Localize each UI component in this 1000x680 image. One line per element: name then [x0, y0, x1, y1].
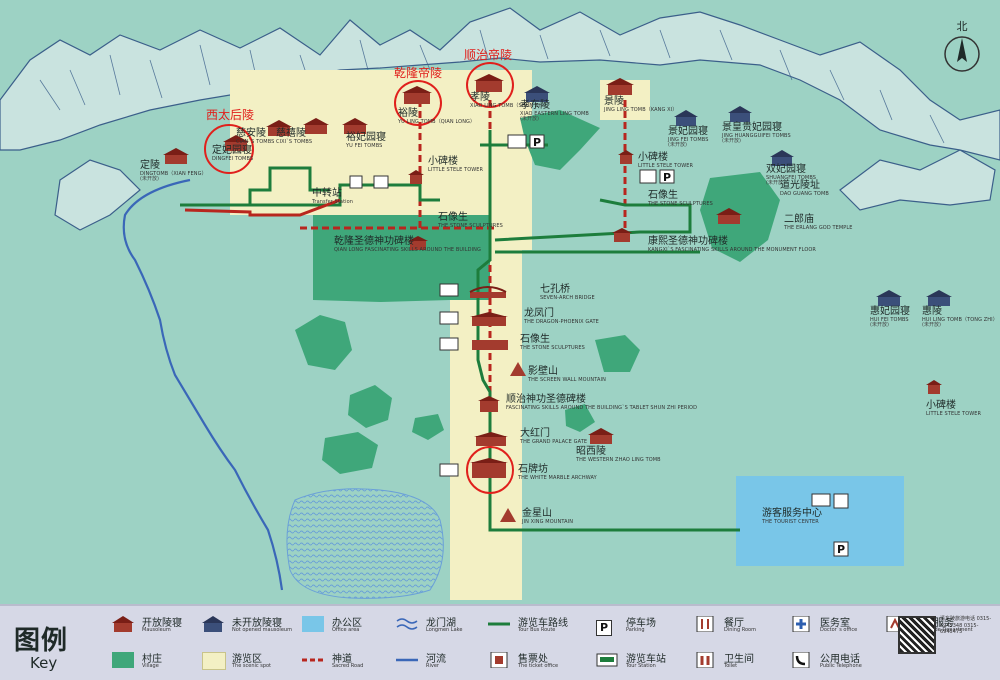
- highlight-circle-qianlong: [394, 80, 442, 126]
- west-red-route: [184, 198, 341, 217]
- north-label: 北: [956, 20, 968, 33]
- highlight-label-shunzhi: 顺治帝陵: [464, 48, 513, 62]
- lake-icon: [396, 618, 418, 630]
- place-xiaodong[interactable]: 孝东陵 XIAO EASTERN LING TOMB (未开放): [520, 100, 589, 123]
- place-dingfei[interactable]: 定妃园寝 DINGFEI TOMBS: [212, 145, 254, 162]
- place-yufei[interactable]: 裕妃园寝 YU FEI TOMBS: [346, 132, 386, 149]
- place-kangxibei[interactable]: 康熙圣德神功碑楼 KANGXI`S FASCINATING SKILLS AROU…: [648, 236, 816, 253]
- river: [122, 178, 284, 591]
- place-shuangfei[interactable]: 双妃园寝 SHUANGFEI TOMBS (未开放): [766, 164, 817, 187]
- place-cixi[interactable]: 慈禧陵 CIXI`S TOMBS: [276, 128, 313, 145]
- place-shixiang3[interactable]: 石像生 THE STONE SCULPTURES: [520, 334, 585, 351]
- place-zhaoxi[interactable]: 昭西陵 THE WESTERN ZHAO LING TOMB: [576, 446, 661, 463]
- place-daoguang[interactable]: 道光陵址 DAO GUANG TOMB: [780, 180, 829, 197]
- place-shipaifang[interactable]: 石牌坊 THE WHITE MARBLE ARCHWAY: [518, 464, 597, 481]
- highlight-circle-archway: [466, 446, 514, 494]
- green-line-icon: [488, 622, 510, 626]
- place-zhongzhuan[interactable]: 中转站 Transfer Station: [312, 188, 354, 205]
- contact-text: 清东陵旅游电话 0315-6945348 0315-6945475: [940, 616, 992, 635]
- place-xiaoling[interactable]: 孝陵 XIAO LING TOMB（SHUN ZHI）: [470, 92, 549, 109]
- map-legend: 图例 Key 开放陵寝 Mausoleum 未开放陵寝 Not opened mau…: [0, 604, 1000, 680]
- place-erlang[interactable]: 二郎庙 THE ERLANG GOD TEMPLE: [784, 214, 853, 231]
- scenic-swatch: [202, 652, 226, 670]
- parking-icon: P: [596, 616, 618, 636]
- place-qianlongbei[interactable]: 乾隆圣德神功碑楼 QIAN LONG FASCINATING SKILLS ARO…: [334, 236, 481, 253]
- facility-icons: P P P: [349, 134, 849, 557]
- highlight-circle-xitaihou: [204, 124, 254, 174]
- red-dash-icon: [302, 658, 324, 662]
- place-longfeng[interactable]: 龙凤门 THE DRAGON-PHOENIX GATE: [524, 308, 599, 325]
- place-xiaobei3[interactable]: 小碑楼 LITTLE STELE TOWER: [926, 400, 982, 417]
- place-fuwu[interactable]: 游客服务中心 THE TOURIST CENTER: [762, 508, 822, 525]
- svg-text:P: P: [533, 136, 541, 149]
- toilet-icon: [696, 652, 714, 668]
- highlight-label-qianlong: 乾隆帝陵: [394, 66, 443, 80]
- longmen-lake: [286, 488, 444, 599]
- place-xiaobei1[interactable]: 小碑楼 LITTLE STELE TOWER: [428, 156, 484, 173]
- svg-text:P: P: [663, 171, 671, 184]
- mountain-range: [0, 7, 1000, 231]
- place-jingling[interactable]: 景陵 JING LING TOMB（KANG XI）: [604, 96, 678, 113]
- highlight-label-xitaihou: 西太后陵: [206, 108, 255, 122]
- river-line-icon: [396, 658, 418, 662]
- highlight-circle-shunzhi: [466, 62, 514, 108]
- compass-icon: [944, 36, 980, 72]
- place-shixiang2[interactable]: 石像生 THE STONE SCULPTURES: [648, 190, 713, 207]
- office-swatch: [302, 616, 324, 632]
- place-huifei[interactable]: 惠妃园寝 HUI FEI TOMBS (未开放): [870, 306, 910, 329]
- place-jingfei[interactable]: 景妃园寝 JING FEI TOMBS (未开放): [668, 126, 709, 149]
- svg-text:P: P: [837, 543, 845, 556]
- legend-key-label: Key: [30, 654, 58, 672]
- medical-cross-icon: [792, 616, 810, 632]
- village-swatch: [112, 652, 134, 668]
- closed-tomb-icon: [202, 616, 224, 632]
- place-xiaobei2[interactable]: 小碑楼 LITTLE STELE TOWER: [638, 152, 694, 169]
- place-cian[interactable]: 慈安陵 CIAN`S TOMBS: [236, 128, 275, 145]
- place-qikong[interactable]: 七孔桥 SEVEN-ARCH BRIDGE: [540, 284, 595, 301]
- place-jinxing[interactable]: 金星山 JIN XING MOUNTAIN: [522, 508, 574, 525]
- dining-icon: [696, 616, 714, 632]
- north-arrow: 北: [940, 18, 984, 82]
- closed-tomb-icons: [524, 86, 952, 306]
- place-dahongmen[interactable]: 大红门 THE GRAND PALACE GATE: [520, 428, 588, 445]
- tourist-center-area: [736, 476, 904, 566]
- telephone-icon: [792, 652, 810, 668]
- place-huiling[interactable]: 惠陵 HUI LING TOMB（TONG ZHI） (未开放): [922, 306, 998, 329]
- qr-code[interactable]: [898, 616, 936, 654]
- place-dingling[interactable]: 定陵 DINGTOMB（XIAN FENG） (未开放): [140, 160, 207, 183]
- bus-icon: [596, 653, 618, 667]
- legend-title: 图例: [14, 626, 69, 656]
- ticket-icon: [490, 652, 508, 668]
- map-canvas: P P P: [0, 7, 1000, 600]
- place-shixiang1[interactable]: 石像生 THE STONE SCULPTURES: [438, 212, 503, 229]
- place-yingbi[interactable]: 影壁山 THE SCREEN WALL MOUNTAIN: [528, 366, 606, 383]
- open-tomb-icon: [112, 616, 134, 632]
- place-shunzhibei[interactable]: 顺治神功圣德碑楼 FASCINATING SKILLS AROUND THE BU…: [506, 394, 698, 411]
- place-yuling[interactable]: 裕陵 YU LING TOMB（QIAN LONG）: [398, 108, 476, 125]
- place-jinghuanggui[interactable]: 景皇贵妃园寝 JING HUANGGUIFEI TOMBS (未开放): [722, 122, 791, 145]
